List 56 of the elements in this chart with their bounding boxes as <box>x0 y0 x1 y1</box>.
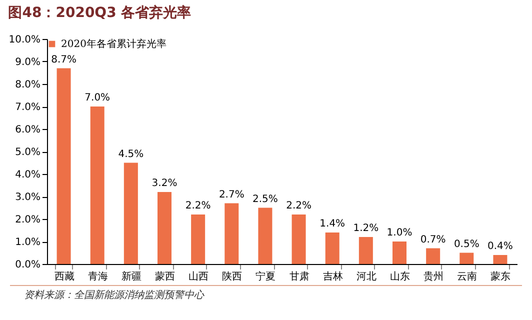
bar <box>158 192 172 264</box>
x-tick-label: 陕西 <box>222 270 242 282</box>
data-label: 1.2% <box>353 223 379 234</box>
x-tick-label: 甘肃 <box>289 270 310 282</box>
x-tick-label: 宁夏 <box>256 270 276 282</box>
y-tick-label: 6.0% <box>15 124 40 136</box>
data-label: 1.0% <box>386 228 412 238</box>
x-tick-label: 蒙西 <box>155 270 175 282</box>
bar <box>493 255 508 264</box>
data-label: 1.4% <box>320 218 346 230</box>
bar <box>191 214 206 264</box>
y-tick-label: 2.0% <box>15 214 40 226</box>
y-tick-label: 8.0% <box>15 80 40 90</box>
x-tick-label: 青海 <box>88 270 108 282</box>
x-tick-label: 贵州 <box>424 270 444 282</box>
y-tick-label: 7.0% <box>15 102 40 113</box>
data-label: 7.0% <box>84 92 110 104</box>
bar <box>460 252 474 264</box>
data-label: 2.2% <box>286 200 312 212</box>
y-tick-label: 4.0% <box>15 170 40 180</box>
data-label: 3.2% <box>152 178 178 189</box>
bar <box>90 106 104 264</box>
x-tick-label: 吉林 <box>322 270 343 282</box>
x-tick-label: 云南 <box>457 270 478 282</box>
x-tick-label: 山东 <box>390 270 410 282</box>
legend-label: 2020年各省累计弃光率 <box>61 38 166 50</box>
bar <box>258 208 272 264</box>
x-tick-label: 河北 <box>356 270 376 282</box>
x-tick-label: 山西 <box>188 270 209 282</box>
y-tick-label: 0.0% <box>15 260 40 270</box>
chart-title: 图48：2020Q3 各省弃光率 <box>8 4 192 21</box>
bar <box>56 68 71 264</box>
bar <box>224 203 239 264</box>
data-label: 2.2% <box>185 200 211 212</box>
data-label: 8.7% <box>51 54 76 66</box>
y-tick-label: 1.0% <box>15 237 40 248</box>
x-tick-label: 西藏 <box>54 270 74 282</box>
y-tick-label: 10.0% <box>8 34 40 46</box>
x-tick-label: 新疆 <box>121 270 142 282</box>
bar <box>426 248 440 264</box>
text: 资料来源：全国新能源消纳监测预警中心 <box>10 285 522 302</box>
data-label: 0.7% <box>420 234 446 246</box>
x-tick-label: 蒙东 <box>490 270 511 282</box>
bar <box>124 162 138 264</box>
y-tick-label: 5.0% <box>15 147 40 158</box>
data-label: 2.7% <box>218 189 244 200</box>
bar <box>292 214 306 264</box>
y-tick-label: 3.0% <box>15 192 40 203</box>
data-label: 4.5% <box>118 148 144 160</box>
data-label: 0.4% <box>488 241 513 252</box>
bar <box>325 232 340 264</box>
data-label: 0.5% <box>454 238 480 250</box>
bar <box>392 242 406 264</box>
data-label: 2.5% <box>252 194 278 205</box>
bar <box>358 237 373 264</box>
y-tick-label: 9.0% <box>15 57 40 68</box>
